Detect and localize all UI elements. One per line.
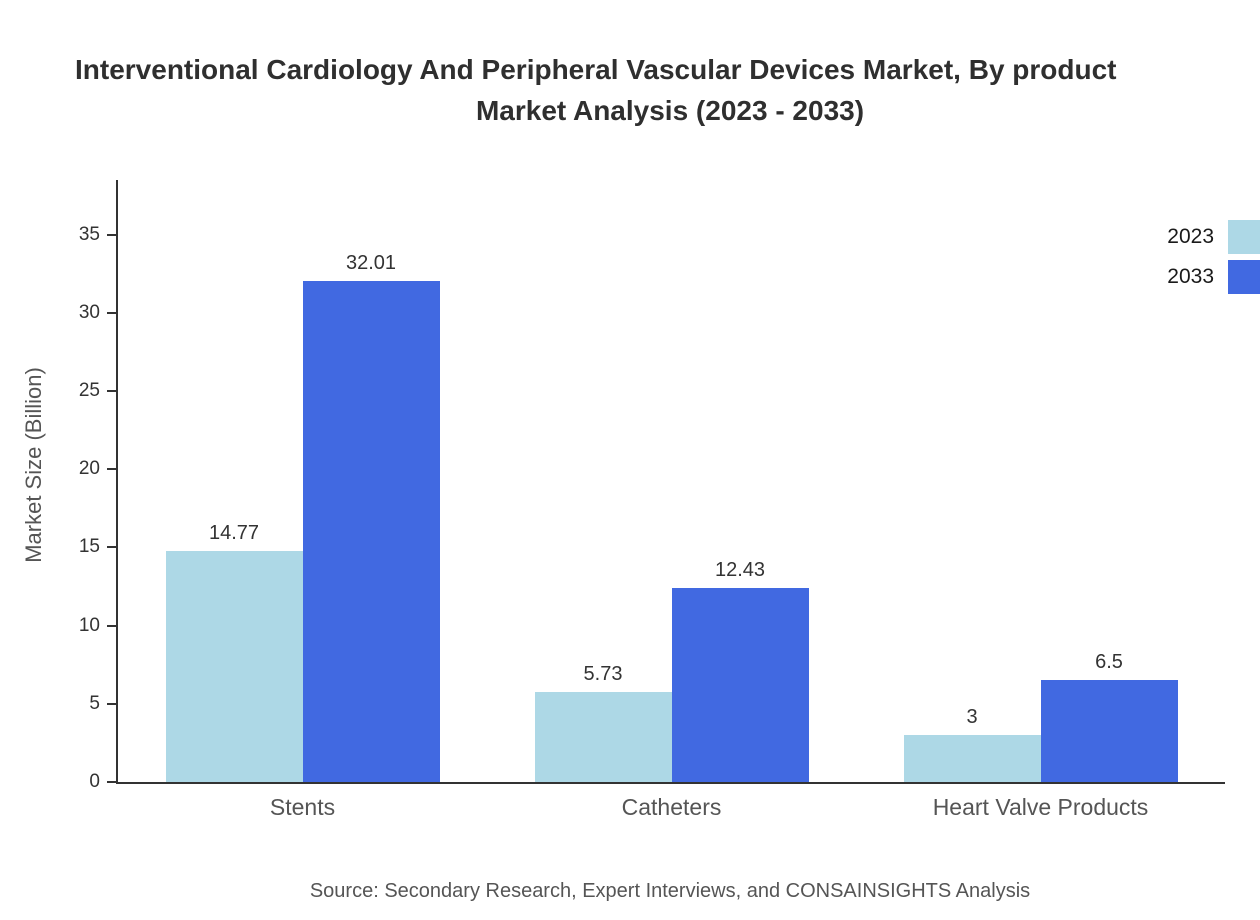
legend-item: 2033 bbox=[1167, 260, 1260, 294]
bar-value-label: 6.5 bbox=[1095, 651, 1123, 674]
y-tick-label: 30 bbox=[78, 301, 100, 323]
bar-value-label: 12.43 bbox=[714, 558, 766, 581]
legend-swatch bbox=[1228, 220, 1260, 254]
plot-area: 0 5 10 15 20 25 30 35 Stents 14.77 32.01 Catheters 5… bbox=[79, 180, 1225, 820]
bar-value-label: 3 bbox=[966, 706, 978, 729]
y-tick-label: 20 bbox=[78, 458, 100, 480]
y-tick-label: 35 bbox=[78, 223, 100, 245]
y-tick-label: 15 bbox=[78, 536, 100, 558]
bar-2033-heart-valve-products bbox=[1040, 680, 1178, 782]
legend-label: 2033 bbox=[1167, 265, 1214, 288]
bar-2023-catheters bbox=[534, 692, 672, 782]
legend-item: 2023 bbox=[1167, 220, 1260, 254]
legend-label: 2023 bbox=[1167, 225, 1214, 248]
y-tick-mark bbox=[107, 311, 116, 314]
y-tick-mark bbox=[107, 624, 116, 627]
chart-title-line2: Market Analysis (2023 - 2033) bbox=[475, 95, 865, 126]
bar-2023-heart-valve-products bbox=[903, 735, 1041, 782]
y-tick-mark bbox=[107, 546, 116, 549]
y-tick-label: 0 bbox=[89, 771, 100, 792]
y-tick-mark bbox=[107, 233, 116, 236]
y-tick-label: 10 bbox=[78, 614, 100, 636]
bar-2023-stents bbox=[165, 551, 303, 782]
source-note: Source: Secondary Research, Expert Inter… bbox=[309, 880, 1031, 902]
legend: 2023 2033 bbox=[1167, 220, 1260, 300]
x-category-label: Stents bbox=[269, 794, 336, 820]
chart-title-line1: Interventional Cardiology And Peripheral… bbox=[75, 54, 1117, 85]
y-tick-mark bbox=[107, 702, 116, 705]
x-category-label: Heart Valve Products bbox=[932, 794, 1149, 820]
bar-value-label: 32.01 bbox=[345, 252, 397, 275]
legend-swatch bbox=[1228, 260, 1260, 294]
y-tick-mark bbox=[107, 468, 116, 471]
y-tick-label: 5 bbox=[89, 692, 100, 714]
y-tick-mark bbox=[107, 781, 116, 783]
y-axis-title: Market Size (Billion) bbox=[21, 367, 46, 563]
x-category-label: Catheters bbox=[621, 794, 722, 820]
bar-value-label: 5.73 bbox=[583, 663, 623, 686]
bar-2033-catheters bbox=[671, 587, 809, 782]
y-tick-label: 25 bbox=[78, 380, 100, 402]
bar-2033-stents bbox=[302, 281, 440, 782]
bar-value-label: 14.77 bbox=[208, 522, 260, 545]
y-tick-mark bbox=[107, 390, 116, 393]
